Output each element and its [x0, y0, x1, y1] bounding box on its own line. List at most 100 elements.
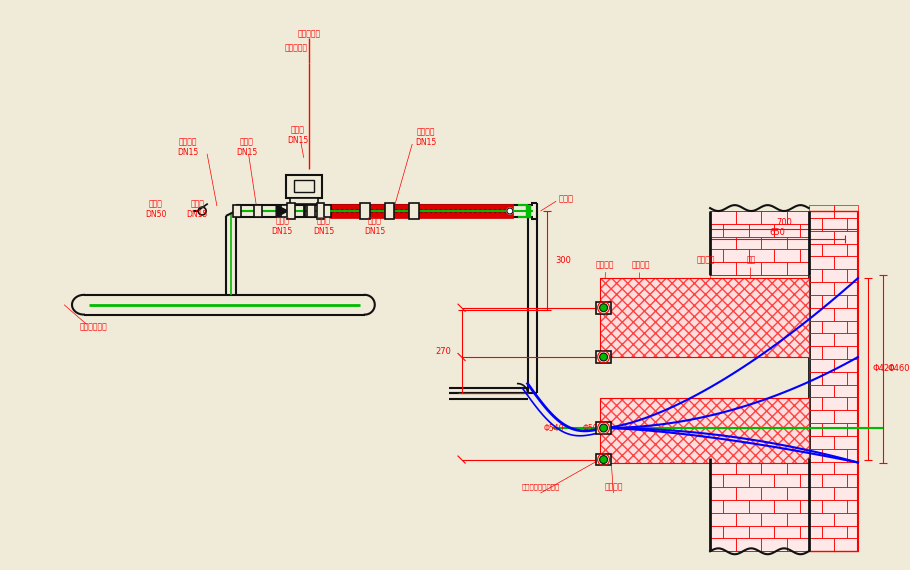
Bar [809, 526, 822, 539]
Bar [749, 500, 774, 513]
Bar [809, 205, 834, 218]
Bar [723, 224, 749, 237]
Bar [787, 237, 809, 250]
Bar [255, 205, 262, 217]
Bar [834, 205, 858, 218]
Bar [526, 205, 530, 217]
Text: 支管路
DN15: 支管路 DN15 [187, 200, 207, 219]
Text: 炉墙: 炉墙 [747, 256, 756, 265]
Bar [787, 513, 809, 526]
Bar [774, 526, 800, 539]
Circle shape [600, 353, 608, 361]
Text: 内截头
DN15: 内截头 DN15 [271, 216, 293, 235]
Bar [735, 262, 762, 275]
Bar [762, 211, 787, 224]
Bar [809, 231, 834, 243]
Bar [723, 449, 749, 462]
Bar [600, 398, 809, 462]
Bar [809, 333, 834, 346]
Bar [809, 436, 834, 449]
Bar [822, 397, 847, 410]
Text: Φ420: Φ420 [873, 364, 895, 373]
Bar [710, 474, 723, 487]
Bar [762, 237, 787, 250]
Polygon shape [276, 205, 288, 217]
Circle shape [350, 210, 354, 213]
Bar [822, 526, 847, 539]
Text: 300: 300 [555, 256, 571, 265]
Text: 700: 700 [776, 218, 792, 227]
Bar [809, 372, 822, 385]
Text: 过滤器
DN15: 过滤器 DN15 [236, 137, 258, 157]
Bar [809, 269, 822, 282]
Bar [800, 500, 809, 513]
Bar [735, 237, 762, 250]
Bar [787, 487, 809, 500]
Bar [834, 256, 858, 269]
Circle shape [459, 210, 462, 213]
Bar [749, 526, 774, 539]
Bar [800, 224, 809, 237]
Bar [809, 256, 834, 269]
Text: 270: 270 [436, 347, 451, 356]
Text: 发生器: 发生器 [558, 195, 573, 203]
Text: Φ500: Φ500 [583, 424, 603, 433]
Bar [710, 211, 809, 275]
Text: 650: 650 [769, 228, 785, 237]
Bar [834, 513, 858, 526]
Bar [847, 449, 858, 462]
Bar [330, 204, 513, 218]
Text: 法兰螺栓: 法兰螺栓 [595, 261, 614, 270]
Bar [762, 487, 787, 500]
Text: 金属软管
DN15: 金属软管 DN15 [416, 127, 437, 146]
Bar [710, 526, 723, 539]
Bar [286, 174, 321, 198]
Text: 手动截阀
DN15: 手动截阀 DN15 [177, 137, 198, 157]
Bar [809, 449, 822, 462]
Bar [809, 513, 834, 526]
Circle shape [600, 304, 608, 312]
Bar [834, 410, 858, 423]
Bar [847, 526, 858, 539]
Bar [822, 243, 847, 256]
Bar [834, 231, 858, 243]
Bar [809, 423, 822, 436]
Bar [822, 449, 847, 462]
Circle shape [356, 210, 359, 213]
Circle shape [507, 208, 513, 214]
Circle shape [600, 455, 608, 463]
Bar [281, 205, 291, 217]
Bar [735, 539, 762, 551]
Text: 压缩空气气源: 压缩空气气源 [80, 322, 107, 331]
Bar [822, 269, 847, 282]
Bar [710, 224, 723, 237]
Bar [385, 203, 395, 219]
Bar [787, 462, 809, 474]
Bar [762, 262, 787, 275]
Circle shape [425, 210, 428, 213]
Bar [809, 243, 822, 256]
Bar [735, 487, 762, 500]
Bar [834, 333, 858, 346]
Bar [774, 224, 800, 237]
Circle shape [484, 210, 487, 213]
Circle shape [469, 210, 472, 213]
Bar [749, 250, 774, 262]
Bar [735, 462, 762, 474]
Text: Φ540: Φ540 [543, 424, 564, 433]
Bar [710, 500, 723, 513]
Bar [809, 397, 822, 410]
Circle shape [380, 210, 383, 213]
Bar [323, 205, 331, 217]
Bar [809, 282, 834, 295]
Bar [834, 487, 858, 500]
Bar [360, 203, 369, 219]
Bar [735, 211, 762, 224]
Text: Φ460: Φ460 [887, 364, 910, 373]
Bar [710, 513, 735, 526]
Bar [822, 346, 847, 359]
Bar [774, 449, 800, 462]
Circle shape [509, 210, 511, 213]
Circle shape [440, 210, 442, 213]
Bar [800, 526, 809, 539]
